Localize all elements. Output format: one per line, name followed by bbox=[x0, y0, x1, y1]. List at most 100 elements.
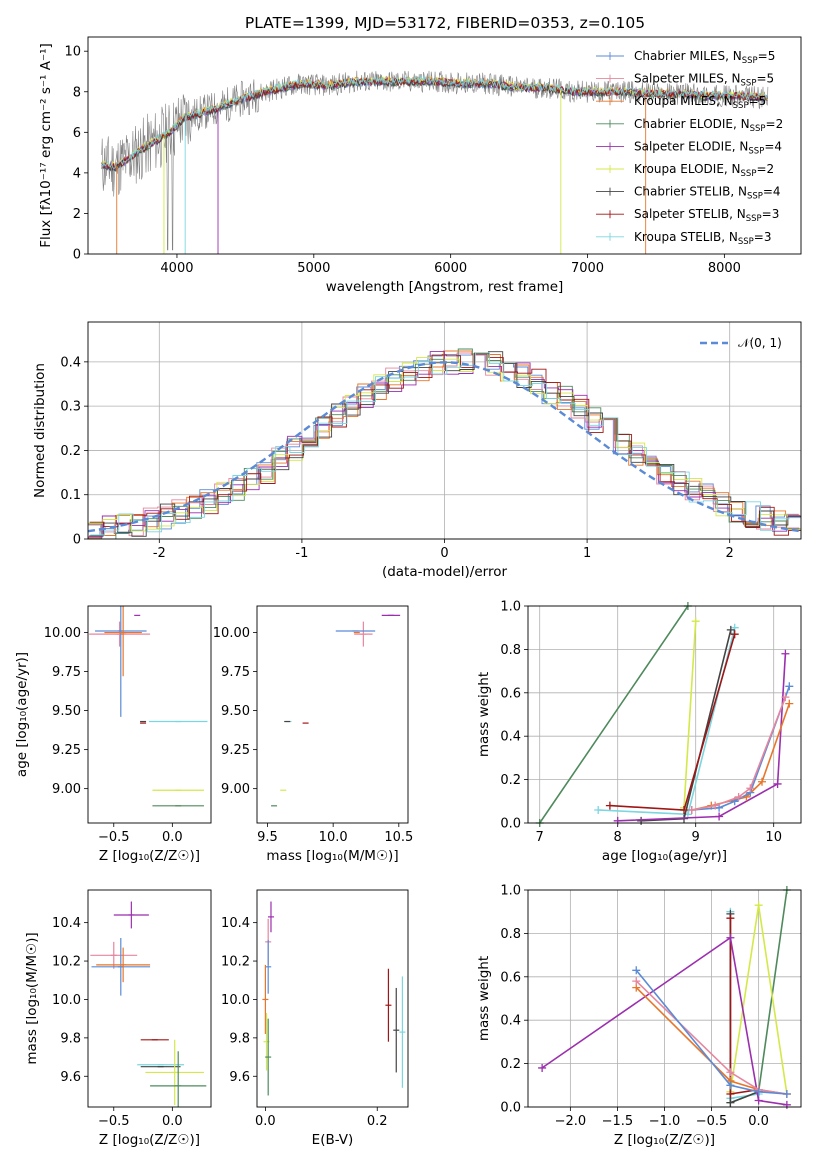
axes-EBV: 0.0 0.2 9.6 9.8 10.0 10.2 10.4 E(B-V) bbox=[221, 889, 409, 1148]
axes-residuals: -2 -1 0 1 2 0 0.1 0.2 0.3 0.4 (data-model)/error No… bbox=[32, 321, 802, 580]
mass-weight-point bbox=[734, 792, 743, 801]
axes-frame bbox=[87, 321, 802, 540]
mass-weight-point bbox=[754, 1096, 763, 1105]
y-tick-label: 10.2 bbox=[221, 955, 250, 970]
x-tick-label: 8000 bbox=[708, 261, 741, 276]
y-tick-label: 0.8 bbox=[500, 927, 521, 942]
y-tick-label: 9.6 bbox=[229, 1070, 250, 1085]
x-tick-label: -2 bbox=[153, 546, 166, 561]
mass-weight-point bbox=[730, 630, 739, 639]
x-axis-label: mass [log₁₀(M/M☉)] bbox=[266, 848, 398, 864]
axes-age_vs_Z: −0.5 0.0 9.00 9.25 9.50 9.75 10.00 Z [log₁₀(Z/Z… bbox=[14, 605, 212, 864]
y-tick-label: 0.6 bbox=[500, 686, 521, 701]
x-axis-label: wavelength [Angstrom, rest frame] bbox=[326, 279, 564, 295]
mass-weight-point bbox=[782, 1100, 791, 1109]
axes-frame bbox=[527, 605, 802, 824]
x-axis-label: Z [log₁₀(Z/Z☉)] bbox=[99, 1132, 200, 1148]
x-tick-label: −1.0 bbox=[649, 1114, 681, 1129]
x-tick-label: −1.5 bbox=[602, 1114, 634, 1129]
panel-plot-area bbox=[89, 606, 208, 807]
y-tick-label: 0.0 bbox=[500, 1101, 521, 1116]
y-tick-label: 2 bbox=[73, 207, 81, 222]
mass-weight-point bbox=[754, 1087, 763, 1096]
y-tick-label: 0 bbox=[73, 248, 81, 263]
x-tick-label: 10 bbox=[765, 830, 782, 845]
observed-spectrum-line bbox=[101, 70, 769, 251]
legend-label: 𝒩(0, 1) bbox=[738, 336, 782, 350]
residual-histogram-step bbox=[89, 352, 801, 536]
axes-age_vs_mass: 9.5 10.0 10.5 9.00 9.25 9.50 9.75 10.00 mass [lo… bbox=[213, 605, 413, 864]
y-tick-label: 0.2 bbox=[500, 773, 521, 788]
spectrum-plot-area bbox=[101, 70, 769, 254]
y-tick-label: 9.50 bbox=[52, 704, 81, 719]
mass-weight-point bbox=[758, 777, 766, 786]
mass-weight-point bbox=[726, 1089, 735, 1098]
legend-label: Kroupa MILES, NSSP=5 bbox=[634, 94, 766, 111]
axes-frame bbox=[527, 889, 802, 1108]
panel-plot-area bbox=[538, 886, 791, 1109]
y-axis-label: Flux [fλ10⁻¹⁷ erg cm⁻² s⁻¹ A⁻¹] bbox=[38, 43, 54, 248]
x-tick-label: 8 bbox=[614, 830, 622, 845]
x-axis-label: Z [log₁₀(Z/Z☉)] bbox=[99, 848, 200, 864]
x-tick-label: 9 bbox=[692, 830, 700, 845]
x-tick-label: 2 bbox=[726, 546, 734, 561]
x-tick-label: 6000 bbox=[434, 261, 467, 276]
y-tick-label: 0 bbox=[73, 533, 81, 548]
axes-frame bbox=[256, 605, 409, 824]
mass-weight-point bbox=[726, 1081, 735, 1090]
mass-weight-point bbox=[680, 805, 688, 814]
residual-histogram-step bbox=[88, 353, 801, 532]
mass-weight-point bbox=[726, 1068, 735, 1077]
mass-weight-point bbox=[726, 1098, 735, 1107]
model-spectrum-line bbox=[101, 75, 768, 170]
mass-weight-line bbox=[539, 605, 689, 824]
axes-massweight_vs_Z: −2.0 −1.5 −1.0 −0.5 0.0 0.0 0.2 0.4 0.6 0.8 1.0 Z [… bbox=[476, 884, 802, 1148]
y-tick-label: 0.0 bbox=[500, 817, 521, 832]
y-tick-label: 0.4 bbox=[60, 355, 81, 370]
x-tick-label: 4000 bbox=[160, 261, 193, 276]
y-axis-label: mass weight bbox=[476, 672, 492, 757]
x-tick-label: −0.5 bbox=[98, 1114, 130, 1129]
y-tick-label: 9.75 bbox=[221, 665, 250, 680]
y-tick-label: 0.4 bbox=[500, 1014, 521, 1029]
y-tick-label: 9.50 bbox=[221, 704, 250, 719]
x-tick-label: −0.5 bbox=[696, 1114, 728, 1129]
mass-weight-line bbox=[635, 969, 787, 1095]
panel-plot-area bbox=[535, 602, 794, 827]
x-tick-label: 10.5 bbox=[384, 830, 413, 845]
figure-title: PLATE=1399, MJD=53172, FIBERID=0353, z=0… bbox=[245, 14, 645, 32]
y-tick-label: 9.8 bbox=[229, 1031, 250, 1046]
mass-weight-point bbox=[773, 779, 782, 788]
y-tick-label: 9.75 bbox=[52, 665, 81, 680]
mass-weight-point bbox=[781, 693, 790, 702]
x-tick-label: 7 bbox=[536, 830, 544, 845]
legend-label: Kroupa ELODIE, NSSP=2 bbox=[634, 162, 774, 179]
y-tick-label: 9.00 bbox=[52, 782, 81, 797]
y-tick-label: 0.2 bbox=[60, 444, 81, 459]
x-tick-label: −2.0 bbox=[555, 1114, 587, 1129]
x-tick-label: 0.0 bbox=[162, 1114, 183, 1129]
mass-weight-point bbox=[687, 805, 696, 814]
mass-weight-point bbox=[538, 1063, 547, 1072]
y-tick-label: 10.0 bbox=[52, 993, 81, 1008]
axes-frame bbox=[87, 36, 802, 255]
axes-massweight_vs_age: 7 8 9 10 0.0 0.2 0.4 0.6 0.8 1.0 age [log₁₀(age/yr… bbox=[476, 600, 802, 864]
mass-weight-point bbox=[632, 966, 641, 975]
y-tick-label: 0.3 bbox=[60, 400, 81, 415]
y-axis-label: mass weight bbox=[476, 956, 492, 1041]
y-tick-label: 9.25 bbox=[221, 743, 250, 758]
legend-label: Salpeter MILES, NSSP=5 bbox=[634, 72, 774, 89]
y-tick-label: 0.4 bbox=[500, 730, 521, 745]
legend-label: Chabrier ELODIE, NSSP=2 bbox=[634, 117, 783, 134]
y-tick-label: 8 bbox=[73, 85, 81, 100]
y-tick-label: 1.0 bbox=[500, 884, 521, 899]
mass-weight-line bbox=[617, 653, 787, 822]
y-axis-label: age [log₁₀(age/yr)] bbox=[14, 652, 30, 777]
mass-weight-point bbox=[746, 784, 755, 793]
y-axis-label: Normed distribution bbox=[32, 363, 48, 498]
mass-weight-point bbox=[715, 812, 724, 821]
y-tick-label: 10 bbox=[64, 45, 81, 60]
y-tick-label: 4 bbox=[73, 166, 81, 181]
